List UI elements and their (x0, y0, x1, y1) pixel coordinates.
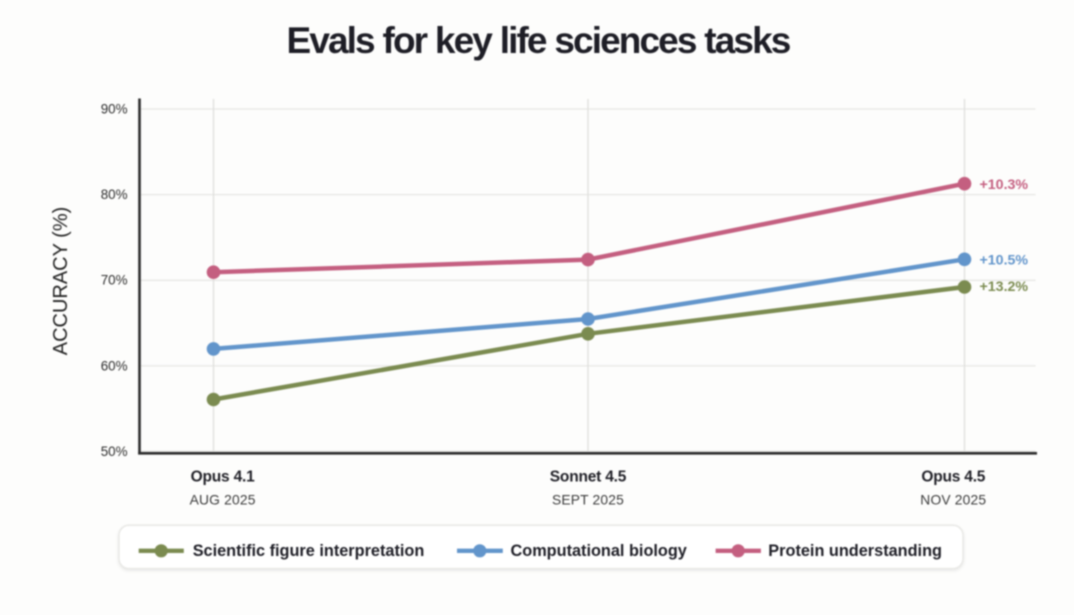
svg-text:Opus 4.1: Opus 4.1 (191, 469, 255, 486)
svg-text:Opus 4.5: Opus 4.5 (921, 469, 985, 486)
svg-text:ACCURACY (%): ACCURACY (%) (50, 207, 72, 356)
svg-text:80%: 80% (101, 187, 128, 202)
svg-text:Evals for key life sciences ta: Evals for key life sciences tasks (287, 20, 791, 61)
svg-text:Computational biology: Computational biology (511, 542, 687, 560)
svg-text:Protein understanding: Protein understanding (768, 542, 942, 560)
svg-text:AUG 2025: AUG 2025 (190, 493, 256, 508)
svg-text:Sonnet 4.5: Sonnet 4.5 (550, 469, 627, 486)
svg-text:+13.2%: +13.2% (980, 279, 1029, 295)
svg-text:90%: 90% (101, 101, 128, 116)
svg-text:50%: 50% (101, 444, 128, 459)
svg-text:Scientific figure interpretati: Scientific figure interpretation (193, 542, 425, 560)
svg-text:70%: 70% (101, 273, 128, 288)
svg-text:60%: 60% (101, 358, 128, 373)
svg-text:SEPT 2025: SEPT 2025 (552, 493, 624, 508)
svg-text:+10.5%: +10.5% (980, 252, 1029, 268)
svg-text:NOV 2025: NOV 2025 (920, 493, 986, 508)
svg-text:+10.3%: +10.3% (980, 177, 1029, 193)
